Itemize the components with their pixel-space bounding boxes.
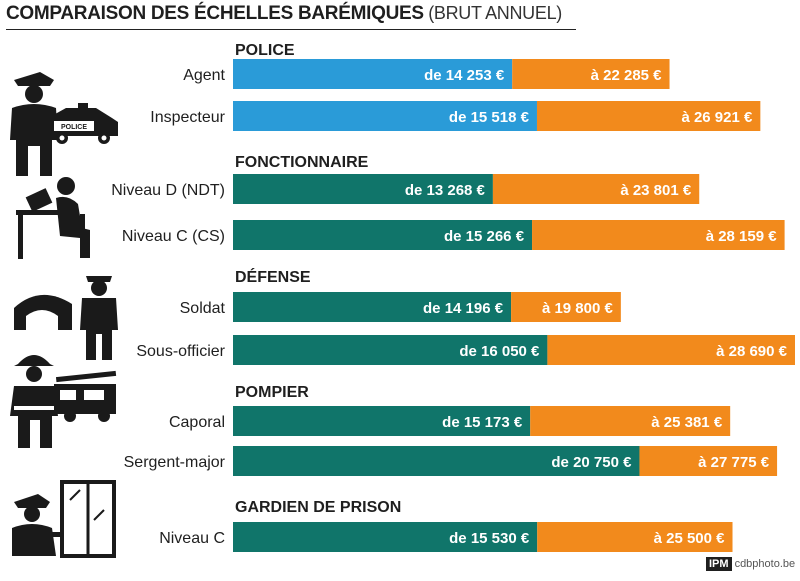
firefighter-icon bbox=[10, 355, 117, 448]
bar-max bbox=[511, 292, 621, 322]
bar-max-label: à 22 285 € bbox=[591, 67, 663, 84]
row-label: Agent bbox=[183, 67, 225, 84]
bar-min-label: de 14 253 € bbox=[424, 67, 505, 84]
row-label: Sous-officier bbox=[136, 343, 225, 360]
chart-title: COMPARAISON DES ÉCHELLES BARÉMIQUES bbox=[6, 3, 424, 24]
bar-max-label: à 26 921 € bbox=[681, 109, 753, 126]
photo-credit: cdbphoto.be bbox=[734, 558, 796, 570]
bar-min-label: de 15 173 € bbox=[442, 414, 523, 431]
bars-layer: POLICE Agent de 14 253 € à 22 285 € Inspecte… bbox=[111, 42, 795, 552]
bar-max bbox=[639, 446, 778, 476]
bar-max-label: à 28 159 € bbox=[706, 228, 778, 245]
bar-max bbox=[536, 101, 761, 131]
group-heading: DÉFENSE bbox=[235, 267, 311, 286]
soldier-icon bbox=[14, 276, 118, 360]
prison-guard-icon bbox=[12, 480, 116, 558]
bar-min bbox=[233, 406, 531, 436]
bar-min-label: de 14 196 € bbox=[423, 300, 504, 317]
bar-max bbox=[492, 174, 700, 204]
bar-min bbox=[233, 522, 538, 552]
bar-max-label: à 23 801 € bbox=[620, 182, 692, 199]
bar-min-label: de 15 266 € bbox=[444, 228, 525, 245]
row-label: Niveau D (NDT) bbox=[111, 182, 225, 199]
footer-credit: IPM cdbphoto.be bbox=[706, 557, 796, 571]
row-label: Niveau C bbox=[159, 530, 225, 547]
chart-title-bar: COMPARAISON DES ÉCHELLES BARÉMIQUES (BRU… bbox=[6, 3, 576, 30]
row-label: Caporal bbox=[169, 414, 225, 431]
bar-min bbox=[233, 292, 512, 322]
bar-max bbox=[512, 59, 670, 89]
bar-min bbox=[233, 220, 533, 250]
police-car-label: POLICE bbox=[61, 124, 87, 131]
group-heading: POLICE bbox=[235, 42, 295, 59]
bar-min-label: de 15 530 € bbox=[449, 530, 530, 547]
bar-min-label: de 20 750 € bbox=[551, 454, 632, 471]
bar-min-label: de 13 268 € bbox=[405, 182, 486, 199]
bar-max bbox=[532, 220, 785, 250]
bar-max-label: à 27 775 € bbox=[698, 454, 770, 471]
ipm-logo: IPM bbox=[706, 557, 732, 571]
bar-min bbox=[233, 101, 537, 131]
office-worker-icon bbox=[16, 177, 90, 259]
bar-max-label: à 25 500 € bbox=[654, 530, 726, 547]
group-heading: POMPIER bbox=[235, 384, 309, 401]
bar-max bbox=[547, 335, 795, 365]
row-label: Sergent-major bbox=[124, 454, 226, 471]
row-label: Soldat bbox=[180, 300, 226, 317]
chart-subtitle: (BRUT ANNUEL) bbox=[428, 3, 562, 23]
bar-min bbox=[233, 59, 513, 89]
bar-min bbox=[233, 174, 493, 204]
police-officer-icon bbox=[10, 72, 58, 176]
row-label: Niveau C (CS) bbox=[122, 228, 225, 245]
bar-max bbox=[537, 522, 733, 552]
bar-min-label: de 16 050 € bbox=[459, 343, 540, 360]
police-car-icon: POLICE bbox=[48, 103, 118, 144]
bar-min bbox=[233, 446, 640, 476]
icons-layer: POLICE bbox=[10, 72, 118, 558]
group-heading: FONCTIONNAIRE bbox=[235, 154, 369, 171]
bar-max-label: à 19 800 € bbox=[542, 300, 614, 317]
bar-min-label: de 15 518 € bbox=[449, 109, 530, 126]
bar-max-label: à 28 690 € bbox=[716, 343, 788, 360]
row-label: Inspecteur bbox=[150, 109, 225, 126]
bar-max-label: à 25 381 € bbox=[651, 414, 723, 431]
bar-max bbox=[530, 406, 731, 436]
group-heading: GARDIEN DE PRISON bbox=[235, 499, 401, 516]
bar-min bbox=[233, 335, 548, 365]
